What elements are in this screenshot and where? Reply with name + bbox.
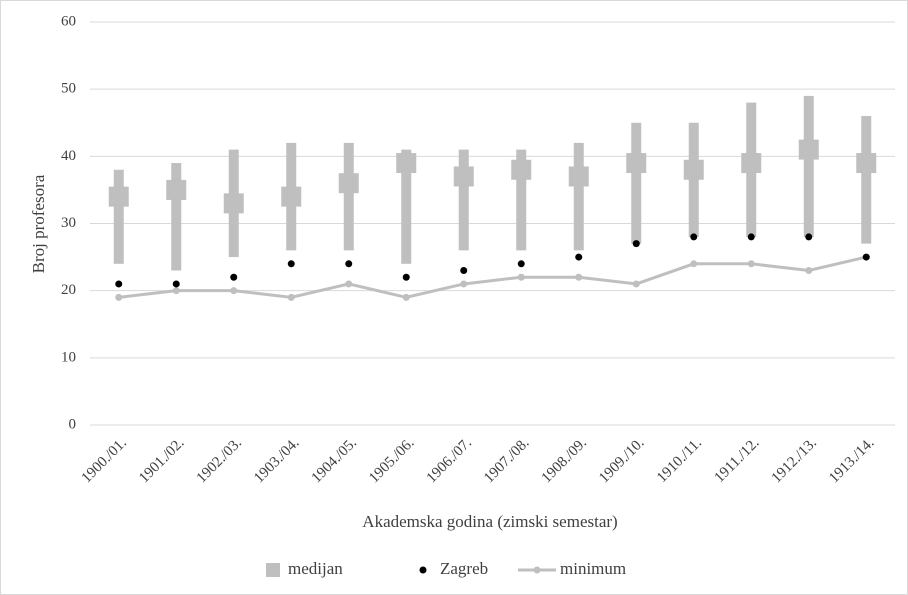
median-box: [338, 173, 359, 194]
zagreb-dot: [460, 267, 468, 275]
zagreb-dot: [747, 233, 755, 241]
minimum-marker: [402, 293, 410, 301]
median-box: [108, 186, 129, 207]
y-tick-label: 50: [61, 81, 76, 97]
legend-label: medijan: [288, 559, 343, 578]
zagreb-dot: [345, 260, 353, 268]
minimum-marker: [172, 287, 180, 295]
range-bar: [343, 142, 354, 251]
minimum-marker: [690, 260, 698, 268]
legend-marker: [419, 566, 427, 574]
range-bar: [171, 163, 182, 271]
y-tick-label: 20: [61, 282, 76, 298]
median-box: [683, 159, 704, 180]
median-box: [281, 186, 302, 207]
median-box: [856, 153, 877, 174]
range-bar: [573, 142, 584, 251]
minimum-marker: [747, 260, 755, 268]
range-bar: [458, 149, 469, 251]
zagreb-dot: [632, 240, 640, 248]
legend-label: Zagreb: [440, 559, 488, 578]
x-axis-label: Akademska godina (zimski semestar): [362, 512, 617, 531]
zagreb-dot: [115, 280, 123, 288]
y-tick-label: 30: [61, 215, 76, 231]
minimum-marker: [517, 273, 525, 281]
minimum-marker: [632, 280, 640, 288]
zagreb-dot: [805, 233, 813, 241]
median-box: [741, 153, 762, 174]
minimum-marker: [345, 280, 353, 288]
range-bar: [401, 149, 412, 264]
minimum-marker: [575, 273, 583, 281]
minimum-marker: [115, 293, 123, 301]
zagreb-dot: [862, 253, 870, 261]
zagreb-dot: [287, 260, 295, 268]
y-tick-label: 0: [69, 416, 77, 432]
minimum-marker: [805, 267, 813, 275]
median-box: [453, 166, 474, 187]
zagreb-dot: [172, 280, 180, 288]
zagreb-dot: [517, 260, 525, 268]
y-tick-label: 10: [61, 349, 76, 365]
y-axis-label: Broj profesora: [29, 174, 48, 273]
range-bar: [631, 122, 642, 244]
median-box: [166, 179, 187, 200]
range-bar: [803, 95, 814, 237]
median-box: [223, 193, 244, 214]
minimum-marker: [460, 280, 468, 288]
range-bar: [861, 116, 872, 244]
zagreb-dot: [402, 273, 410, 281]
minimum-marker: [230, 287, 238, 295]
legend-marker: [266, 563, 280, 577]
range-bar: [688, 122, 699, 237]
range-bar: [113, 169, 124, 264]
legend-marker: [533, 566, 541, 574]
y-tick-label: 60: [61, 13, 76, 29]
y-tick-label: 40: [61, 148, 76, 164]
range-bar: [516, 149, 527, 251]
zagreb-dot: [230, 273, 238, 281]
zagreb-dot: [575, 253, 583, 261]
median-box: [396, 153, 417, 174]
minimum-marker: [287, 293, 295, 301]
median-box: [626, 153, 647, 174]
minimum-line: [118, 255, 867, 299]
zagreb-dot: [690, 233, 698, 241]
median-box: [511, 159, 532, 180]
median-box: [798, 139, 819, 160]
legend-label: minimum: [560, 559, 626, 578]
median-box: [568, 166, 589, 187]
